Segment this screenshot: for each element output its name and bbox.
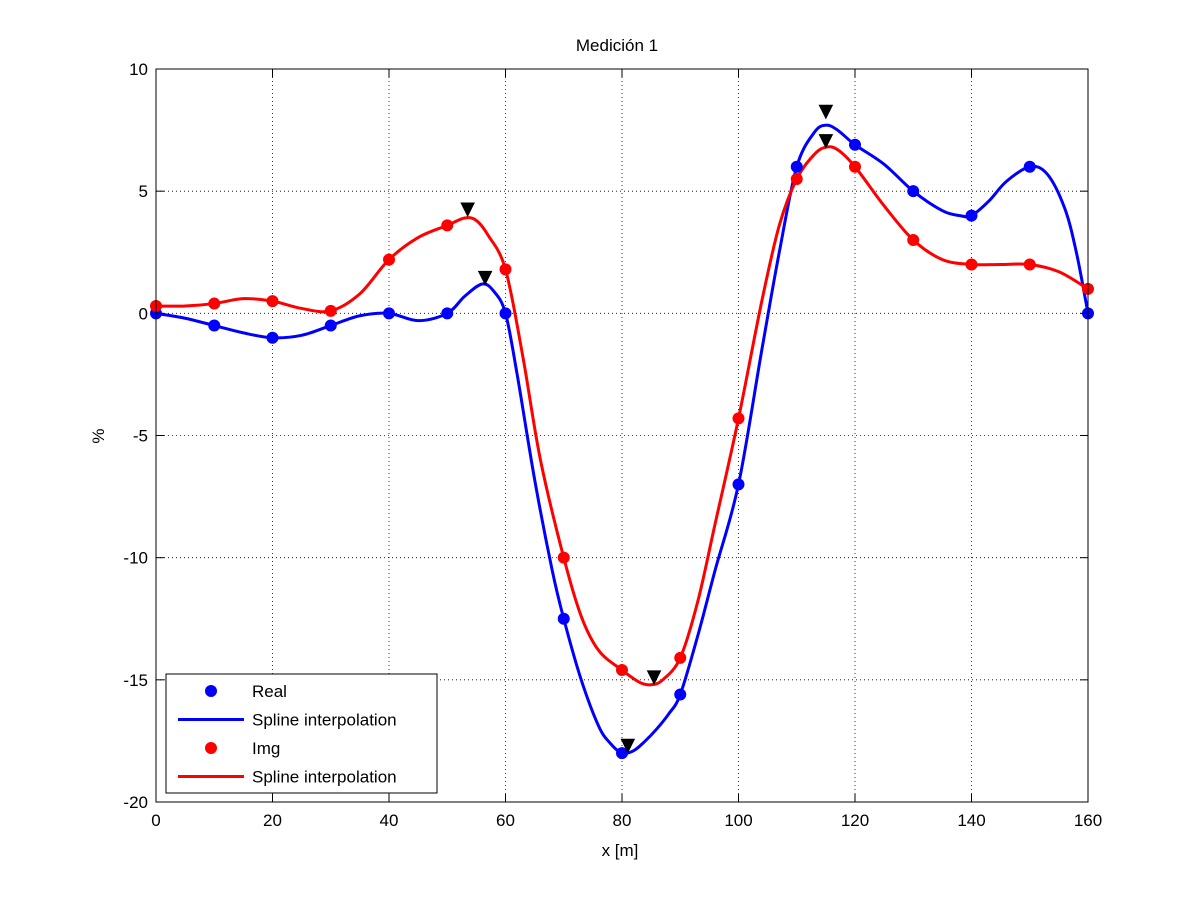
y-tick-label: 5 (139, 182, 148, 201)
axis-ticks: 0 20 40 60 80 100 120 140 160 -20 -15 -10 -5 0 5 10 (123, 60, 1102, 830)
data-point-img (441, 219, 454, 232)
x-tick-label: 160 (1074, 811, 1102, 830)
x-axis-title: x [m] (602, 841, 639, 860)
peak-marker (620, 738, 636, 754)
data-point-img (266, 295, 279, 308)
legend-label: Img (252, 739, 280, 758)
data-point-img (790, 172, 803, 185)
peak-marker (646, 670, 662, 686)
data-point-real (441, 307, 454, 320)
x-tick-label: 40 (380, 811, 399, 830)
data-point-real (907, 185, 920, 198)
data-point-real (674, 688, 687, 701)
series-line-3 (154, 145, 1090, 687)
series-lines (154, 123, 1090, 756)
data-point-img (674, 651, 687, 664)
data-point-real (790, 160, 803, 173)
legend-label: Spline interpolation (252, 711, 397, 730)
y-tick-label: -15 (123, 671, 148, 690)
series-line-1 (154, 123, 1090, 756)
data-point-img (383, 253, 395, 266)
peak-marker (818, 104, 834, 120)
data-point-img (907, 234, 920, 247)
data-point-img (965, 258, 978, 271)
data-point-real (266, 331, 279, 344)
x-tick-label: 120 (841, 811, 869, 830)
legend-label: Real (252, 682, 287, 701)
chart-title: Medición 1 (576, 36, 658, 55)
peak-marker (460, 202, 475, 218)
y-tick-label: -20 (123, 793, 148, 812)
data-point-img (849, 160, 861, 173)
data-point-img (1023, 258, 1036, 271)
data-point-real (965, 209, 978, 222)
x-tick-label: 20 (263, 811, 282, 830)
data-point-img (499, 263, 512, 276)
data-point-img (616, 664, 628, 677)
data-point-real (324, 319, 337, 332)
data-point-real (732, 478, 745, 491)
legend-label: Spline interpolation (252, 768, 397, 787)
grid-lines (156, 69, 1088, 802)
y-tick-label: -10 (123, 549, 148, 568)
y-tick-label: 10 (129, 60, 148, 79)
data-point-real (1023, 160, 1036, 173)
data-point-real (557, 612, 570, 625)
data-point-img (732, 412, 745, 425)
legend-marker (205, 742, 217, 754)
data-point-real (383, 307, 395, 320)
y-tick-label: -5 (133, 427, 148, 446)
peak-marker (818, 134, 834, 149)
y-axis-title: % (89, 428, 108, 443)
data-point-real (616, 747, 628, 760)
legend-marker (205, 685, 217, 697)
y-tick-label: 0 (139, 304, 148, 323)
series-markers (150, 138, 1094, 760)
data-point-img (557, 551, 570, 564)
data-point-img (208, 297, 221, 310)
x-tick-label: 140 (957, 811, 985, 830)
x-tick-label: 0 (151, 811, 160, 830)
data-point-real (849, 138, 861, 151)
x-tick-label: 100 (724, 811, 752, 830)
data-point-img (324, 304, 337, 317)
data-point-real (499, 307, 512, 320)
peak-marker (477, 270, 493, 286)
x-tick-label: 60 (496, 811, 515, 830)
peak-annotations (460, 104, 834, 754)
data-point-real (208, 319, 221, 332)
x-tick-label: 80 (613, 811, 632, 830)
legend: Real Spline interpolation Img Spline interp… (165, 673, 438, 794)
